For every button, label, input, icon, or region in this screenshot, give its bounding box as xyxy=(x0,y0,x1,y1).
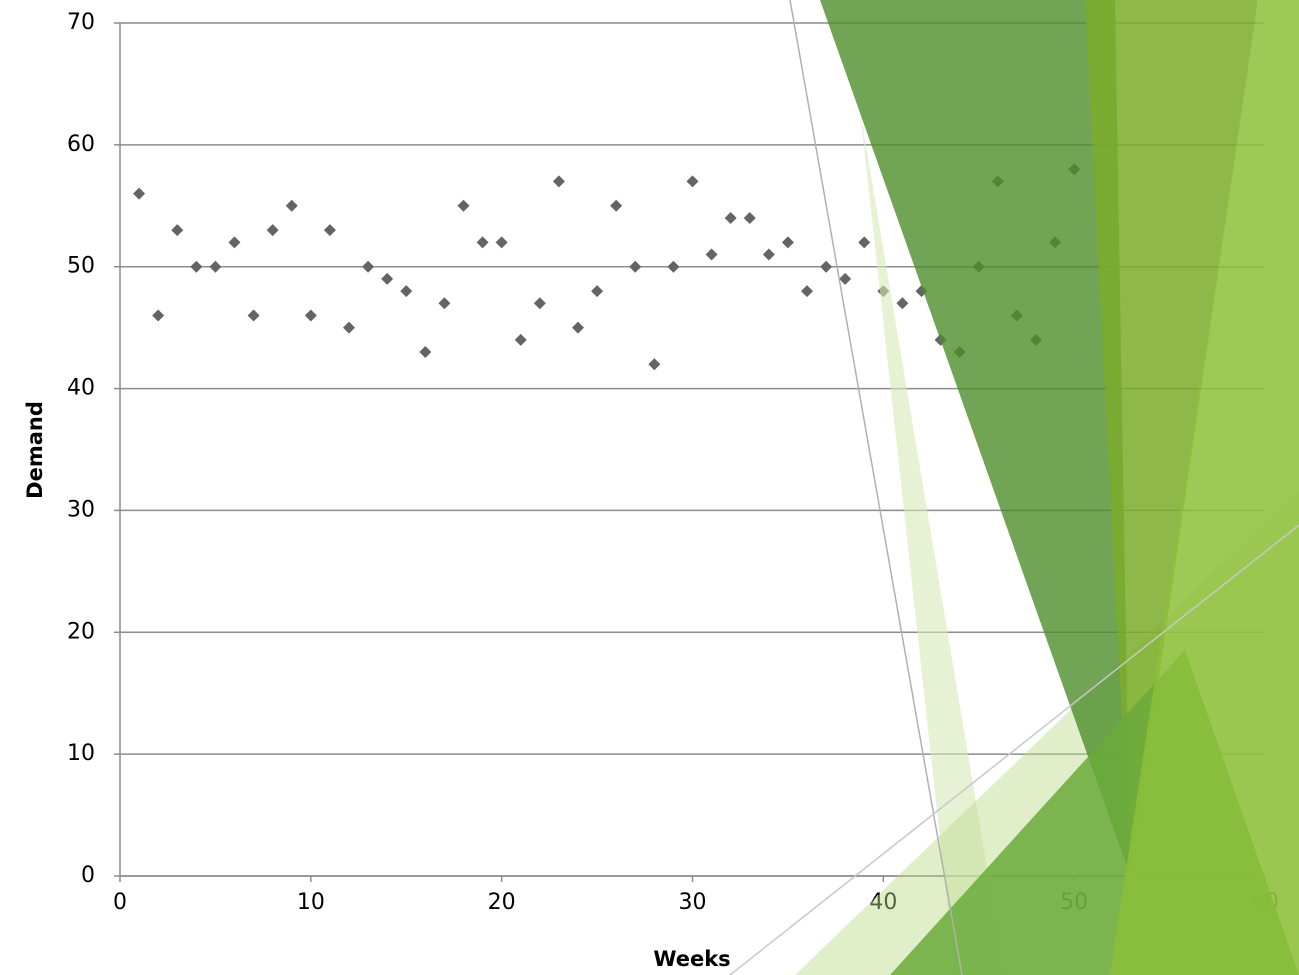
data-point xyxy=(324,224,336,236)
data-point xyxy=(763,249,775,261)
y-tick-label: 30 xyxy=(67,497,95,522)
y-tick-label: 40 xyxy=(67,376,95,401)
y-tick-label: 70 xyxy=(67,10,95,35)
data-point xyxy=(572,322,584,334)
y-tick-label: 0 xyxy=(81,863,95,888)
data-point xyxy=(744,212,756,224)
slide: Weeks Demand 010203040506070010203040506… xyxy=(0,0,1299,975)
data-point xyxy=(725,212,737,224)
data-point xyxy=(209,261,221,273)
data-point xyxy=(248,309,260,321)
data-point xyxy=(839,273,851,285)
data-point xyxy=(458,200,470,212)
data-point xyxy=(267,224,279,236)
x-tick-label: 10 xyxy=(297,890,325,915)
y-axis-title: Demand xyxy=(23,401,47,499)
x-axis-title: Weeks xyxy=(653,947,730,971)
data-point xyxy=(381,273,393,285)
data-point xyxy=(591,285,603,297)
data-point xyxy=(496,236,508,248)
x-tick-label: 0 xyxy=(113,890,127,915)
data-point xyxy=(286,200,298,212)
data-point xyxy=(343,322,355,334)
data-point xyxy=(820,261,832,273)
data-point xyxy=(400,285,412,297)
data-point xyxy=(687,175,699,187)
y-tick-label: 60 xyxy=(67,132,95,157)
data-point xyxy=(648,358,660,370)
data-point xyxy=(896,297,908,309)
data-point xyxy=(305,309,317,321)
y-tick-label: 10 xyxy=(67,741,95,766)
data-point xyxy=(133,188,145,200)
data-point xyxy=(534,297,546,309)
data-point xyxy=(858,236,870,248)
data-point xyxy=(419,346,431,358)
data-point xyxy=(438,297,450,309)
x-tick-label: 20 xyxy=(488,890,516,915)
y-tick-label: 20 xyxy=(67,619,95,644)
y-tick-label: 50 xyxy=(67,254,95,279)
data-point xyxy=(229,236,241,248)
data-point xyxy=(706,249,718,261)
x-tick-label: 30 xyxy=(679,890,707,915)
data-point xyxy=(362,261,374,273)
data-point xyxy=(801,285,813,297)
data-point xyxy=(152,309,164,321)
data-point xyxy=(667,261,679,273)
data-point xyxy=(190,261,202,273)
data-point xyxy=(782,236,794,248)
data-point xyxy=(610,200,622,212)
data-point xyxy=(515,334,527,346)
data-point xyxy=(553,175,565,187)
data-point xyxy=(171,224,183,236)
data-point xyxy=(477,236,489,248)
decoration xyxy=(730,0,1299,975)
data-point xyxy=(629,261,641,273)
